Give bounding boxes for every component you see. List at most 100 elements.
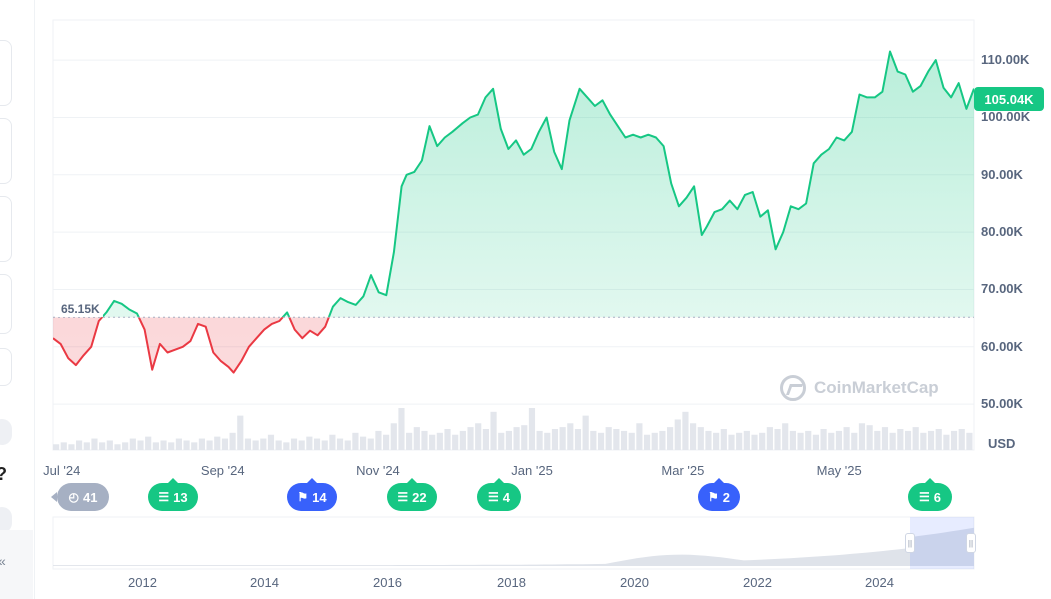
navigator-right-handle[interactable]: || (966, 533, 976, 553)
price-point (515, 140, 516, 141)
price-point (851, 131, 852, 132)
price-point (152, 369, 153, 370)
volume-bar (605, 427, 612, 450)
coinmarketcap-logo-icon (780, 375, 806, 401)
chevron-icon[interactable]: « (0, 553, 6, 569)
volume-bar (820, 429, 827, 450)
volume-bar (551, 429, 559, 450)
volume-bar (429, 434, 436, 450)
open-price-label: 65.15K (58, 301, 103, 317)
price-point (91, 346, 92, 347)
sidebar-toggle[interactable] (0, 507, 12, 533)
price-point (775, 249, 776, 250)
event-badge-news[interactable]: ☰ 6 (908, 478, 952, 511)
price-point (60, 343, 61, 344)
price-point (363, 296, 364, 297)
volume-bar (375, 430, 382, 450)
volume-bar (191, 442, 198, 450)
volume-bar (221, 438, 229, 450)
sidebar-panel[interactable] (0, 40, 12, 106)
event-badge-news[interactable]: ☰ 22 (387, 478, 437, 511)
sidebar-panel[interactable] (0, 196, 12, 262)
volume-bar (467, 427, 474, 450)
price-point (429, 125, 430, 126)
event-badge-history[interactable]: ◴ 41 (51, 483, 109, 511)
event-badge-news[interactable]: ☰ 4 (477, 478, 521, 511)
price-point (594, 105, 595, 106)
navigator-tick-label: 2024 (865, 575, 894, 590)
volume-bar (674, 419, 681, 450)
volume-bar (475, 423, 482, 450)
event-count: 13 (173, 489, 188, 505)
price-point (248, 346, 249, 347)
sidebar-panel[interactable] (0, 274, 12, 334)
price-point (912, 91, 913, 92)
price-point (452, 131, 453, 132)
price-point (113, 300, 114, 301)
volume-bar (751, 434, 758, 450)
volume-bar (897, 429, 904, 450)
sidebar-panel[interactable] (0, 118, 12, 184)
volume-bar (352, 432, 359, 450)
price-point (197, 323, 198, 324)
price-point (701, 234, 702, 235)
volume-bar (628, 432, 635, 450)
flag-icon: ⚑ (297, 490, 309, 504)
price-point (182, 346, 183, 347)
event-badge-news[interactable]: ☰ 13 (148, 478, 198, 511)
price-point (798, 209, 799, 210)
price-point (370, 275, 371, 276)
area-fill-down (53, 317, 329, 373)
volume-bar (736, 432, 743, 450)
volume-bar (390, 423, 397, 450)
price-point (129, 309, 130, 310)
price-point (144, 329, 145, 330)
navigator-selection[interactable] (910, 517, 974, 569)
price-point (737, 209, 738, 210)
volume-bar (383, 434, 390, 450)
price-point (714, 211, 715, 212)
volume-bar (168, 442, 175, 450)
volume-bar (927, 430, 935, 450)
volume-bar (812, 434, 819, 450)
sidebar-toggle[interactable] (0, 419, 12, 445)
price-point (538, 131, 539, 132)
volume-bars (53, 408, 973, 450)
volume-bar (237, 415, 244, 450)
volume-bar (53, 444, 60, 450)
price-point (136, 313, 137, 314)
navigator-left-handle[interactable]: || (905, 533, 915, 553)
volume-bar (444, 429, 451, 450)
volume-bar (682, 411, 689, 450)
volume-bar (881, 427, 889, 450)
price-point (587, 97, 588, 98)
price-point (378, 292, 379, 293)
price-point (302, 338, 303, 339)
volume-bar (321, 440, 328, 450)
price-point (393, 252, 394, 253)
clock-icon: ◴ (68, 490, 79, 504)
volume-bar (943, 434, 950, 450)
volume-bar (175, 438, 182, 450)
event-count: 6 (933, 489, 941, 505)
volume-bar (267, 434, 275, 450)
sidebar-panel[interactable] (0, 348, 12, 386)
volume-bar (536, 430, 543, 450)
volume-bar (122, 442, 129, 450)
price-point (414, 171, 415, 172)
y-tick-label: 60.00K (981, 338, 1023, 354)
volume-bar (145, 436, 152, 450)
volume-bar (659, 430, 666, 450)
price-point (706, 226, 707, 227)
event-badge-flag[interactable]: ⚑ 2 (698, 478, 740, 511)
price-point (437, 146, 438, 147)
navigator-tick-label: 2012 (128, 575, 157, 590)
navigator-tick-label: 2016 (373, 575, 402, 590)
price-point (867, 97, 868, 98)
document-icon: ☰ (919, 490, 930, 504)
price-point (889, 51, 890, 52)
event-badge-flag[interactable]: ⚑ 14 (287, 478, 337, 511)
range-navigator[interactable] (52, 516, 975, 570)
price-point (508, 148, 509, 149)
